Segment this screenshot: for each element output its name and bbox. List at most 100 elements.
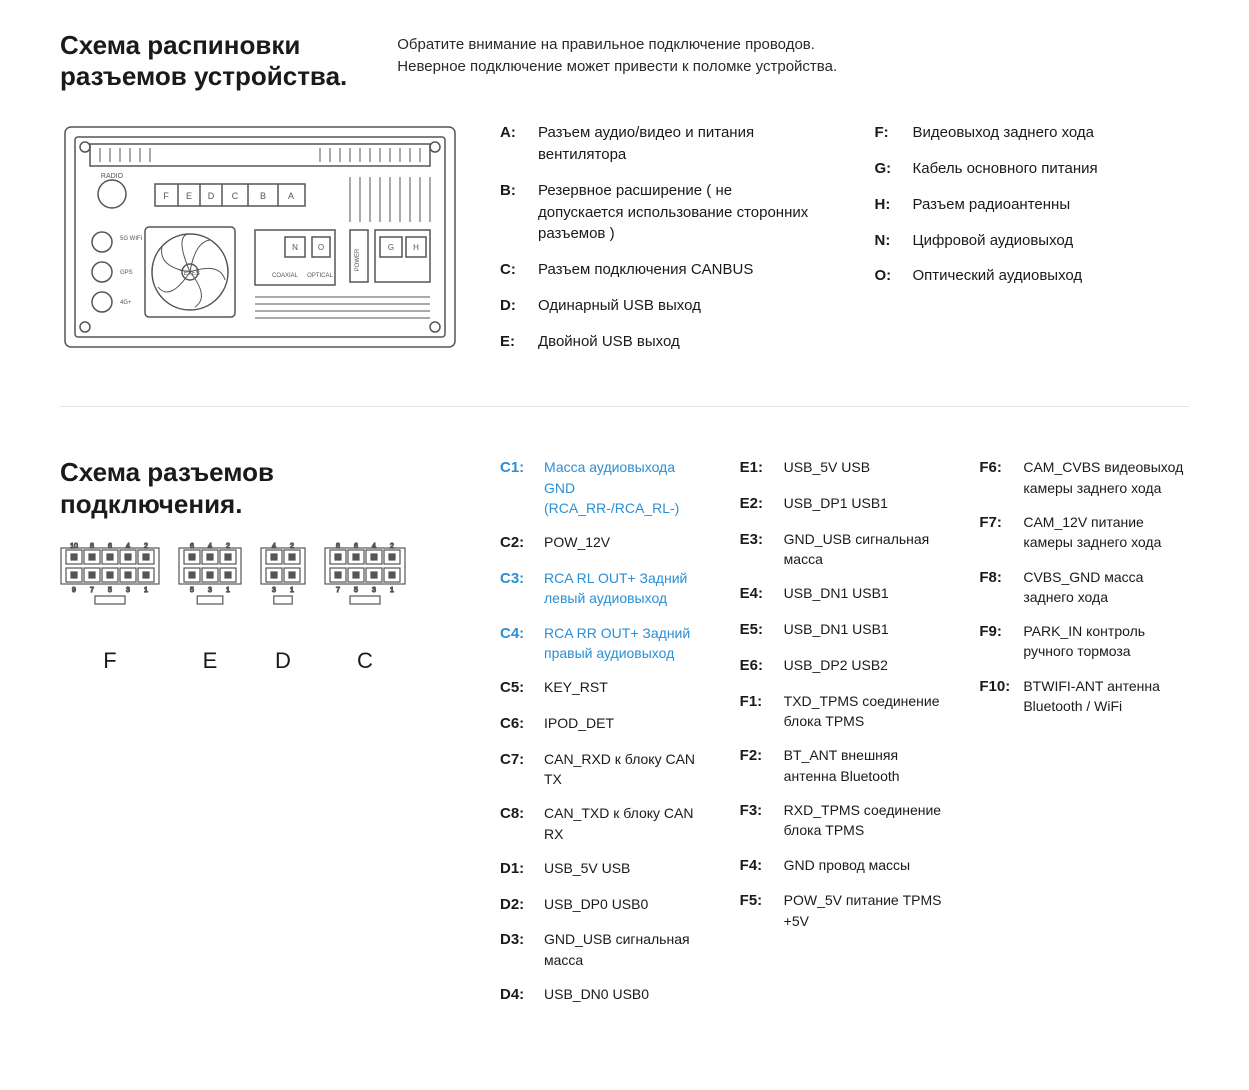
legend-item: F9:PARK_IN контроль ручного тормоза — [979, 621, 1189, 662]
connector-F: 10864297531 F — [60, 540, 160, 677]
legend-item: F5:POW_5V питание TPMS +5V — [740, 890, 950, 931]
warning-line2: Неверное подключение может привести к по… — [397, 58, 837, 75]
legend-item: D2:USB_DP0 USB0 — [500, 894, 710, 916]
svg-text:G: G — [388, 243, 394, 252]
connector-label: F — [60, 645, 160, 677]
legend-desc: USB_DN1 USB1 — [784, 583, 950, 605]
legend-item: E4: USB_DN1 USB1 — [740, 583, 950, 605]
legend-item: B:Резервное расширение ( не допускается … — [500, 180, 815, 245]
legend-desc: CVBS_GND масса заднего хода — [1023, 567, 1189, 608]
legend-desc: Кабель основного питания — [913, 158, 1190, 180]
legend-item: F2:BT_ANT внешняя антенна Bluetooth — [740, 745, 950, 786]
svg-text:2: 2 — [390, 543, 394, 550]
legend-key: E2: — [740, 493, 774, 515]
svg-text:N: N — [292, 243, 298, 252]
svg-text:4: 4 — [126, 543, 130, 550]
svg-text:1: 1 — [390, 587, 394, 594]
legend-item: C4: RCA RR OUT+ Задний правый аудиовыход — [500, 623, 710, 664]
legend-desc: RCA RR OUT+ Задний правый аудиовыход — [544, 623, 710, 664]
connector-section: Схема разъемов подключения. 10864297531 … — [60, 457, 1189, 1019]
legend-desc: Резервное расширение ( не допускается ис… — [538, 180, 815, 245]
svg-text:7: 7 — [336, 587, 340, 594]
svg-text:2: 2 — [290, 543, 294, 550]
legend-item: C2:POW_12V — [500, 532, 710, 554]
svg-text:H: H — [413, 243, 419, 252]
legend-item: F3:RXD_TPMS соединение блока TPMS — [740, 800, 950, 841]
legend-key: F7: — [979, 512, 1013, 553]
legend-desc: Одинарный USB выход — [538, 295, 815, 317]
legend-desc: Двойной USB выход — [538, 331, 815, 353]
legend-desc: CAM_CVBS видеовыход камеры заднего хода — [1023, 457, 1189, 498]
svg-text:4: 4 — [372, 543, 376, 550]
svg-text:6: 6 — [108, 543, 112, 550]
svg-text:3: 3 — [372, 587, 376, 594]
legend-desc: GND_USB сигнальная масса — [784, 529, 950, 570]
svg-text:OPTICAL: OPTICAL — [307, 273, 333, 279]
legend-item: F6: CAM_CVBS видеовыход камеры заднего хо… — [979, 457, 1189, 498]
svg-text:B: B — [260, 191, 266, 201]
legend-desc: KEY_RST — [544, 677, 710, 699]
legend-item: C:Разъем подключения CANBUS — [500, 259, 815, 281]
svg-text:7: 7 — [90, 587, 94, 594]
legend-desc: Цифровой аудиовыход — [913, 230, 1190, 252]
legend-key: G: — [875, 158, 901, 180]
legend-desc: USB_DP2 USB2 — [784, 655, 950, 677]
legend-key: H: — [875, 194, 901, 216]
legend-desc: IPOD_DET — [544, 713, 710, 735]
svg-text:O: O — [318, 243, 324, 252]
legend-key: F1: — [740, 691, 774, 732]
legend-item: C1:Масса аудиовыхода GND (RCA_RR-/RCA_RL… — [500, 457, 710, 518]
svg-text:1: 1 — [144, 587, 148, 594]
svg-text:D: D — [208, 191, 215, 201]
legend-item: H: Разъем радиоантенны — [875, 194, 1190, 216]
legend-item: E5:USB_DN1 USB1 — [740, 619, 950, 641]
legend-item: C3:RCA RL OUT+ Задний левый аудиовыход — [500, 568, 710, 609]
legend-key: E4: — [740, 583, 774, 605]
legend-desc: CAM_12V питание камеры заднего хода — [1023, 512, 1189, 553]
svg-text:8: 8 — [90, 543, 94, 550]
legend-key: E: — [500, 331, 526, 353]
svg-text:8: 8 — [336, 543, 340, 550]
svg-text:RADIO: RADIO — [101, 173, 124, 180]
svg-text:2: 2 — [144, 543, 148, 550]
pin-col-3: F6: CAM_CVBS видеовыход камеры заднего хо… — [979, 457, 1189, 1019]
legend-item: E: Двойной USB выход — [500, 331, 815, 353]
legend-item: D:Одинарный USB выход — [500, 295, 815, 317]
warning-text: Обратите внимание на правильное подключе… — [397, 30, 1189, 92]
connector-C: 86427531 C — [324, 540, 406, 677]
section1-legend: A:Разъем аудио/видео и питания вентилято… — [500, 122, 1189, 366]
svg-text:POWER: POWER — [355, 248, 361, 271]
legend-desc: Оптический аудиовыход — [913, 265, 1190, 287]
legend-desc: GND_USB сигнальная масса — [544, 929, 710, 970]
legend-desc: TXD_TPMS соединение блока TPMS — [784, 691, 950, 732]
legend-key: C: — [500, 259, 526, 281]
legend-item: C6:IPOD_DET — [500, 713, 710, 735]
legend-item: D3:GND_USB сигнальная масса — [500, 929, 710, 970]
legend-desc: BTWIFI-ANT антенна Bluetooth / WiFi — [1023, 676, 1189, 717]
legend-desc: Масса аудиовыхода GND (RCA_RR-/RCA_RL-) — [544, 457, 710, 518]
svg-text:6: 6 — [190, 543, 194, 550]
legend-key: C4: — [500, 623, 534, 664]
legend-key: D2: — [500, 894, 534, 916]
pin-legend: C1:Масса аудиовыхода GND (RCA_RR-/RCA_RL… — [500, 457, 1189, 1019]
legend-item: E6:USB_DP2 USB2 — [740, 655, 950, 677]
legend-key: F4: — [740, 855, 774, 877]
section-divider — [60, 406, 1189, 407]
legend-desc: Разъем радиоантенны — [913, 194, 1190, 216]
legend-key: F6: — [979, 457, 1013, 498]
section2-title: Схема разъемов подключения. — [60, 457, 460, 519]
svg-text:F: F — [163, 191, 169, 201]
legend-key: C8: — [500, 803, 534, 844]
legend-desc: USB_5V USB — [544, 858, 710, 880]
svg-text:10: 10 — [70, 543, 78, 550]
legend-key: B: — [500, 180, 526, 245]
legend-item: F8:CVBS_GND масса заднего хода — [979, 567, 1189, 608]
legend-key: A: — [500, 122, 526, 166]
legend-item: E3:GND_USB сигнальная масса — [740, 529, 950, 570]
svg-text:TEYES: TEYES — [180, 271, 200, 277]
legend-item: F:Видеовыход заднего хода — [875, 122, 1190, 144]
legend-item: C8:CAN_TXD к блоку CAN RX — [500, 803, 710, 844]
legend-desc: USB_DP1 USB1 — [784, 493, 950, 515]
connector-diagrams: 10864297531 F 642531 E 4231 D 86427531 — [60, 540, 460, 677]
legend-desc: GND провод массы — [784, 855, 950, 877]
